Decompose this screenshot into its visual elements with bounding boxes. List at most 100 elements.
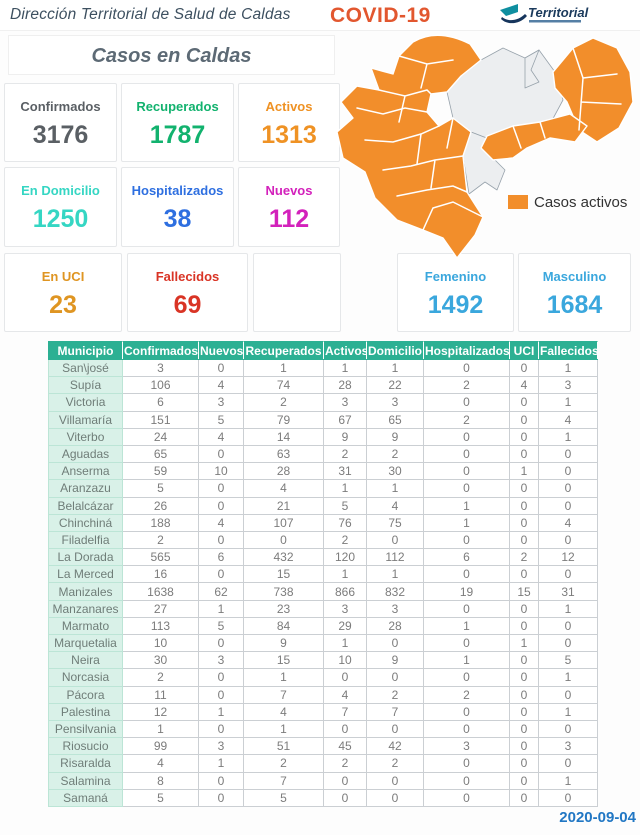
- value-cell: 1: [423, 616, 510, 636]
- value-cell: 12: [122, 702, 199, 721]
- value-cell: 12: [538, 548, 598, 567]
- value-cell: 0: [423, 754, 510, 773]
- municipality-cell: La Merced: [48, 565, 123, 584]
- value-cell: 2: [423, 376, 510, 395]
- value-cell: 2: [323, 754, 367, 773]
- table-row: Filadelfia 2 0 0 2 0 0 0 0: [48, 530, 598, 550]
- table-row: Risaralda 4 1 2 2 2 0 0 0: [48, 754, 598, 773]
- map-municipal-borders: [356, 55, 484, 231]
- value-cell: 0: [538, 788, 598, 807]
- card-en-uci: En UCI 23: [4, 253, 122, 332]
- value-cell: 0: [423, 668, 510, 687]
- card-value: 1250: [32, 205, 89, 233]
- value-cell: 0: [423, 702, 510, 721]
- table-row: Pensilvania 1 0 1 0 0 0 0 0: [48, 719, 598, 739]
- column-header: Hospitalizados: [423, 341, 510, 360]
- column-header: Municipio: [48, 341, 123, 360]
- column-header: Confirmados: [122, 341, 199, 360]
- municipality-cell: Filadelfia: [48, 530, 123, 550]
- value-cell: 7: [243, 771, 324, 790]
- value-cell: 1: [243, 668, 324, 687]
- value-cell: 113: [122, 616, 199, 636]
- value-cell: 7: [243, 685, 324, 704]
- value-cell: 1638: [122, 582, 199, 601]
- value-cell: 0: [323, 668, 367, 687]
- value-cell: 151: [122, 410, 199, 429]
- value-cell: 1: [198, 754, 244, 773]
- card-empty: [253, 253, 341, 332]
- value-cell: 0: [423, 444, 510, 464]
- value-cell: 4: [243, 479, 324, 498]
- value-cell: 0: [509, 668, 539, 687]
- card-label: En UCI: [41, 269, 85, 284]
- card-label: Masculino: [542, 269, 607, 284]
- card-confirmados: Confirmados 3176: [4, 83, 117, 162]
- value-cell: 0: [509, 444, 539, 464]
- table-row: Marquetalia 10 0 9 1 0 0 1 0: [48, 633, 598, 653]
- table-row: Victoria 6 3 2 3 3 0 0 1: [48, 393, 598, 412]
- value-cell: 0: [198, 719, 244, 739]
- value-cell: 0: [423, 633, 510, 653]
- value-cell: 6: [198, 548, 244, 567]
- value-cell: 0: [509, 737, 539, 756]
- table-row: Samaná 5 0 5 0 0 0 0 0: [48, 788, 598, 807]
- value-cell: 0: [538, 719, 598, 739]
- municipality-cell: Chinchiná: [48, 513, 123, 532]
- value-cell: 0: [423, 771, 510, 790]
- value-cell: 107: [243, 513, 324, 532]
- value-cell: 1: [509, 633, 539, 653]
- value-cell: 22: [366, 376, 424, 395]
- map-active-region: [336, 34, 484, 259]
- value-cell: 0: [509, 702, 539, 721]
- municipality-cell: Norcasia: [48, 668, 123, 687]
- value-cell: 0: [198, 444, 244, 464]
- covid-19-label: COVID-19: [330, 4, 431, 27]
- card-nuevos: Nuevos 112: [238, 167, 340, 247]
- table-row: Belalcázar 26 0 21 5 4 1 0 0: [48, 496, 598, 515]
- logo-tagline-bar: [529, 20, 581, 23]
- value-cell: 1: [538, 668, 598, 687]
- card-value: 23: [49, 291, 77, 319]
- value-cell: 4: [509, 376, 539, 395]
- value-cell: 4: [198, 513, 244, 532]
- card-en-domicilio: En Domicilio 1250: [4, 167, 117, 247]
- value-cell: 0: [538, 444, 598, 464]
- value-cell: 27: [122, 599, 199, 618]
- municipality-cell: San\josé: [48, 358, 123, 378]
- value-cell: 1: [509, 462, 539, 481]
- table-row: La Merced 16 0 15 1 1 0 0 0: [48, 565, 598, 584]
- value-cell: 1: [366, 565, 424, 584]
- value-cell: 4: [366, 496, 424, 515]
- value-cell: 1: [323, 479, 367, 498]
- value-cell: 0: [509, 479, 539, 498]
- municipality-cell: Neira: [48, 651, 123, 670]
- value-cell: 2: [366, 444, 424, 464]
- value-cell: 2: [366, 754, 424, 773]
- logo-flag-icon: [500, 4, 518, 16]
- table-row: Palestina 12 1 4 7 7 0 0 1: [48, 702, 598, 721]
- card-value: 38: [163, 205, 192, 233]
- value-cell: 0: [198, 771, 244, 790]
- card-value: 1492: [427, 291, 484, 319]
- value-cell: 3: [423, 737, 510, 756]
- value-cell: 0: [366, 788, 424, 807]
- value-cell: 432: [243, 548, 324, 567]
- value-cell: 9: [366, 651, 424, 670]
- municipalities-table: Municipio Confirmados Nuevos Recuperados Act…: [48, 341, 598, 807]
- value-cell: 63: [243, 444, 324, 464]
- card-label: Femenino: [424, 269, 487, 284]
- value-cell: 0: [366, 530, 424, 550]
- value-cell: 0: [198, 685, 244, 704]
- value-cell: 0: [509, 410, 539, 429]
- value-cell: 866: [323, 582, 367, 601]
- value-cell: 59: [122, 462, 199, 481]
- value-cell: 4: [198, 376, 244, 395]
- table-row: Viterbo 24 4 14 9 9 0 0 1: [48, 427, 598, 446]
- value-cell: 3: [122, 358, 199, 378]
- card-hospitalizados: Hospitalizados 38: [121, 167, 234, 247]
- value-cell: 0: [538, 685, 598, 704]
- value-cell: 1: [198, 702, 244, 721]
- value-cell: 0: [198, 530, 244, 550]
- municipality-cell: Marmato: [48, 616, 123, 636]
- table-row: Chinchiná 188 4 107 76 75 1 0 4: [48, 513, 598, 532]
